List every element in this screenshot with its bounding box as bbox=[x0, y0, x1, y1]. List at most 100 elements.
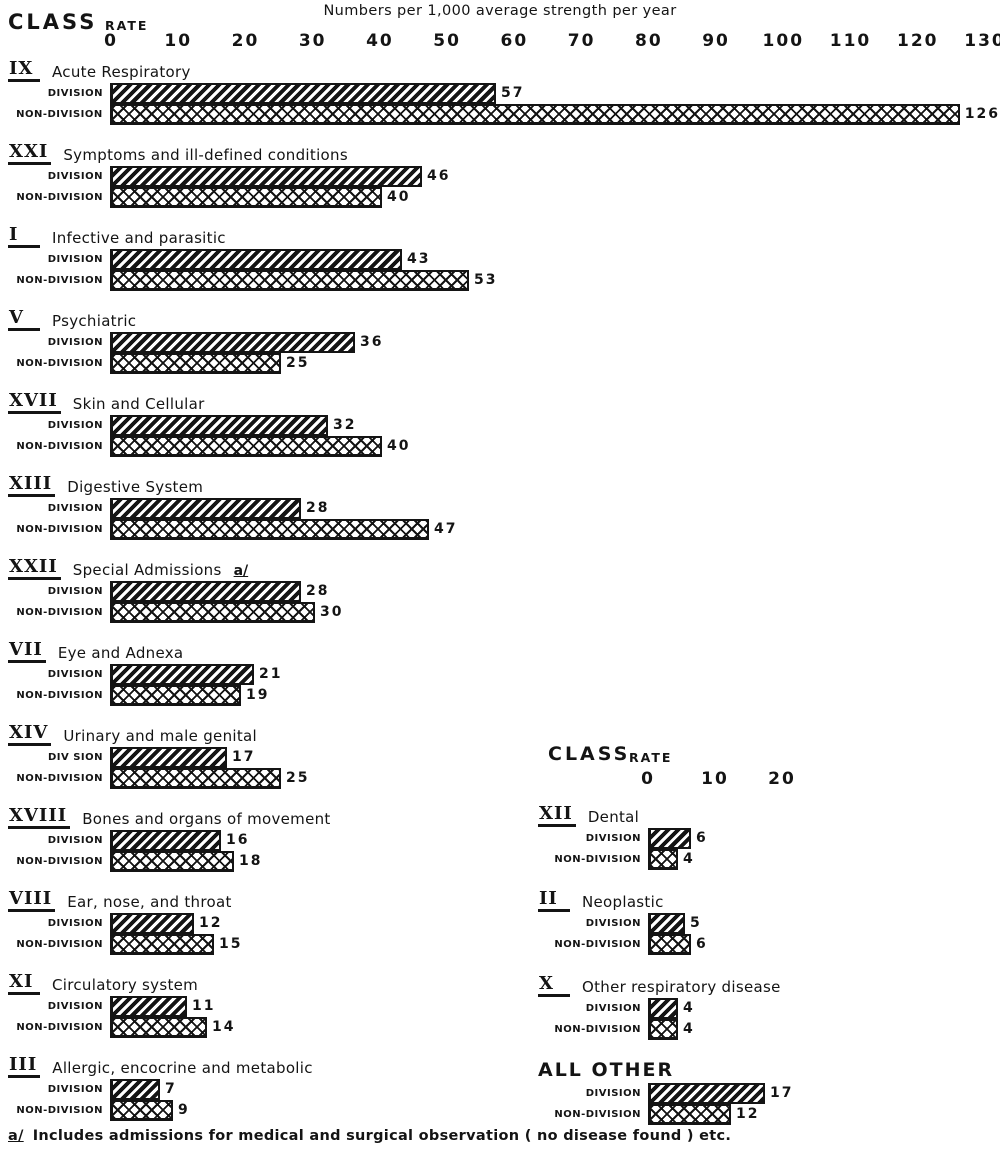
class-name: Acute Respiratory bbox=[52, 63, 191, 81]
class-name: Digestive System bbox=[67, 478, 204, 496]
non-division-bar bbox=[648, 849, 678, 870]
class-name: Other respiratory disease bbox=[582, 978, 781, 996]
non-division-bar bbox=[110, 602, 315, 623]
division-bar bbox=[110, 581, 301, 602]
bar-row: NON-DIVISION 25 bbox=[0, 768, 1000, 789]
non-division-row-label: NON-DIVISION bbox=[16, 856, 103, 867]
division-bar bbox=[110, 1079, 160, 1100]
bar-value: 11 bbox=[192, 998, 216, 1014]
bar-row: DIVISION 46 bbox=[0, 166, 1000, 187]
class-group-header: IX Acute Respiratory bbox=[0, 60, 1000, 82]
class-name: Urinary and male genital bbox=[63, 727, 258, 745]
division-bar bbox=[648, 913, 685, 934]
class-group-header: V Psychiatric bbox=[0, 309, 1000, 331]
class-footnote-marker: a/ bbox=[233, 563, 249, 579]
bar-row: NON-DIVISION 15 bbox=[0, 934, 1000, 955]
class-group-header: III Allergic, encocrine and metabolic bbox=[0, 1056, 1000, 1078]
bar-value: 32 bbox=[333, 417, 357, 433]
class-name: Dental bbox=[587, 808, 640, 826]
bar-value: 18 bbox=[239, 853, 263, 869]
bar-value: 47 bbox=[434, 521, 458, 537]
class-group-header: XVIII Bones and organs of movement bbox=[0, 807, 1000, 829]
axis-tick-70: 70 bbox=[567, 31, 596, 51]
division-row-label: DIVISION bbox=[47, 835, 103, 846]
footnote-text: Includes admissions for medical and surg… bbox=[32, 1128, 732, 1144]
bar-row: NON-DIVISION 126 bbox=[0, 104, 1000, 125]
axis-tick-60: 60 bbox=[500, 31, 529, 51]
bar-row: NON-DIVISION 47 bbox=[0, 519, 1000, 540]
axis-tick-110: 110 bbox=[829, 31, 872, 51]
class-roman-numeral: II bbox=[538, 890, 570, 912]
non-division-bar bbox=[110, 436, 382, 457]
bar-value: 36 bbox=[360, 334, 384, 350]
class-roman-numeral: XXII bbox=[8, 558, 61, 580]
axis-tick-20: 20 bbox=[768, 769, 796, 789]
left-axis: 0 10 20 30 40 50 60 70 80 90 100 110 120 130 bbox=[0, 31, 1000, 53]
class-roman-numeral: XVIII bbox=[8, 807, 71, 829]
bar-value: 25 bbox=[286, 770, 310, 786]
class-group-header: XXII Special Admissions a/ bbox=[0, 558, 1000, 580]
non-division-bar bbox=[110, 270, 469, 291]
class-roman-numeral: I bbox=[8, 226, 40, 248]
bar-row: NON-DIVISION 40 bbox=[0, 436, 1000, 457]
class-group: XXI Symptoms and ill-defined conditions DI… bbox=[0, 143, 1000, 208]
class-name: Symptoms and ill-defined conditions bbox=[63, 146, 348, 164]
division-row-label: DIVISION bbox=[47, 918, 103, 929]
left-panel: IX Acute Respiratory DIVISION 57 NON-DIVISIO… bbox=[0, 60, 1000, 1139]
division-row-label: DIVISION bbox=[47, 1001, 103, 1012]
class-roman-numeral: VIII bbox=[8, 890, 56, 912]
bar-row: DIVISION 11 bbox=[0, 996, 1000, 1017]
bar-row: DIVISION 28 bbox=[0, 581, 1000, 602]
class-group-header: VII Eye and Adnexa bbox=[0, 641, 1000, 663]
bar-row: DIVISION 6 bbox=[530, 828, 1000, 849]
bar-value: 126 bbox=[964, 106, 1000, 122]
bar-value: 14 bbox=[212, 1019, 236, 1035]
axis-tick-100: 100 bbox=[762, 31, 805, 51]
division-bar bbox=[110, 996, 187, 1017]
bar-row: NON-DIVISION 25 bbox=[0, 353, 1000, 374]
bar-value: 4 bbox=[683, 1021, 695, 1037]
axis-tick-130: 130 bbox=[964, 31, 1000, 51]
non-division-bar bbox=[110, 353, 281, 374]
bar-value: 28 bbox=[306, 583, 330, 599]
axis-tick-120: 120 bbox=[897, 31, 939, 51]
footnote-marker: a/ bbox=[8, 1128, 24, 1144]
non-division-bar bbox=[648, 1104, 731, 1125]
bar-value: 9 bbox=[178, 1102, 190, 1118]
bar-row: DIVISION 5 bbox=[530, 913, 1000, 934]
division-bar bbox=[648, 1083, 765, 1104]
non-division-row-label: NON-DIVISION bbox=[16, 524, 103, 535]
division-row-label: DIVISION bbox=[585, 1003, 641, 1014]
class-group: VIII Ear, nose, and throat DIVISION 12 NON-D… bbox=[0, 890, 1000, 955]
bar-value: 25 bbox=[286, 355, 310, 371]
class-roman-numeral: XIV bbox=[8, 724, 52, 746]
division-row-label: DIVISION bbox=[47, 254, 103, 265]
axis-tick-20: 20 bbox=[231, 31, 260, 51]
class-group-header: X Other respiratory disease bbox=[530, 975, 1000, 997]
division-bar bbox=[110, 166, 422, 187]
right-panel: CLASS RATE 0 10 20 XII Dental DIVISION 6 NON-D… bbox=[530, 743, 1000, 1143]
class-roman-numeral: XIII bbox=[8, 475, 56, 497]
bar-row: NON-DIVISION 18 bbox=[0, 851, 1000, 872]
bar-row: DIVISION 28 bbox=[0, 498, 1000, 519]
class-group: XVIII Bones and organs of movement DIVISIO… bbox=[0, 807, 1000, 872]
bar-row: DIVISION 43 bbox=[0, 249, 1000, 270]
class-name: Neoplastic bbox=[582, 893, 664, 911]
division-bar bbox=[110, 415, 328, 436]
bar-row: NON-DIVISION 9 bbox=[0, 1100, 1000, 1121]
class-name: Skin and Cellular bbox=[72, 395, 205, 413]
class-group-header: XIV Urinary and male genital bbox=[0, 724, 1000, 746]
non-division-row-label: NON-DIVISION bbox=[16, 690, 103, 701]
bar-value: 6 bbox=[696, 936, 708, 952]
non-division-row-label: NON-DIVISION bbox=[16, 275, 103, 286]
class-group: VII Eye and Adnexa DIVISION 21 NON-DIVISION 1… bbox=[0, 641, 1000, 706]
class-group-header: II Neoplastic bbox=[530, 890, 1000, 912]
bar-row: NON-DIVISION 53 bbox=[0, 270, 1000, 291]
bar-row: NON-DIVISION 14 bbox=[0, 1017, 1000, 1038]
class-roman-numeral: XII bbox=[538, 805, 576, 827]
class-name: Ear, nose, and throat bbox=[67, 893, 232, 911]
bar-value: 46 bbox=[427, 168, 451, 184]
axis-tick-30: 30 bbox=[298, 31, 327, 51]
bar-row: NON-DIVISION 6 bbox=[530, 934, 1000, 955]
